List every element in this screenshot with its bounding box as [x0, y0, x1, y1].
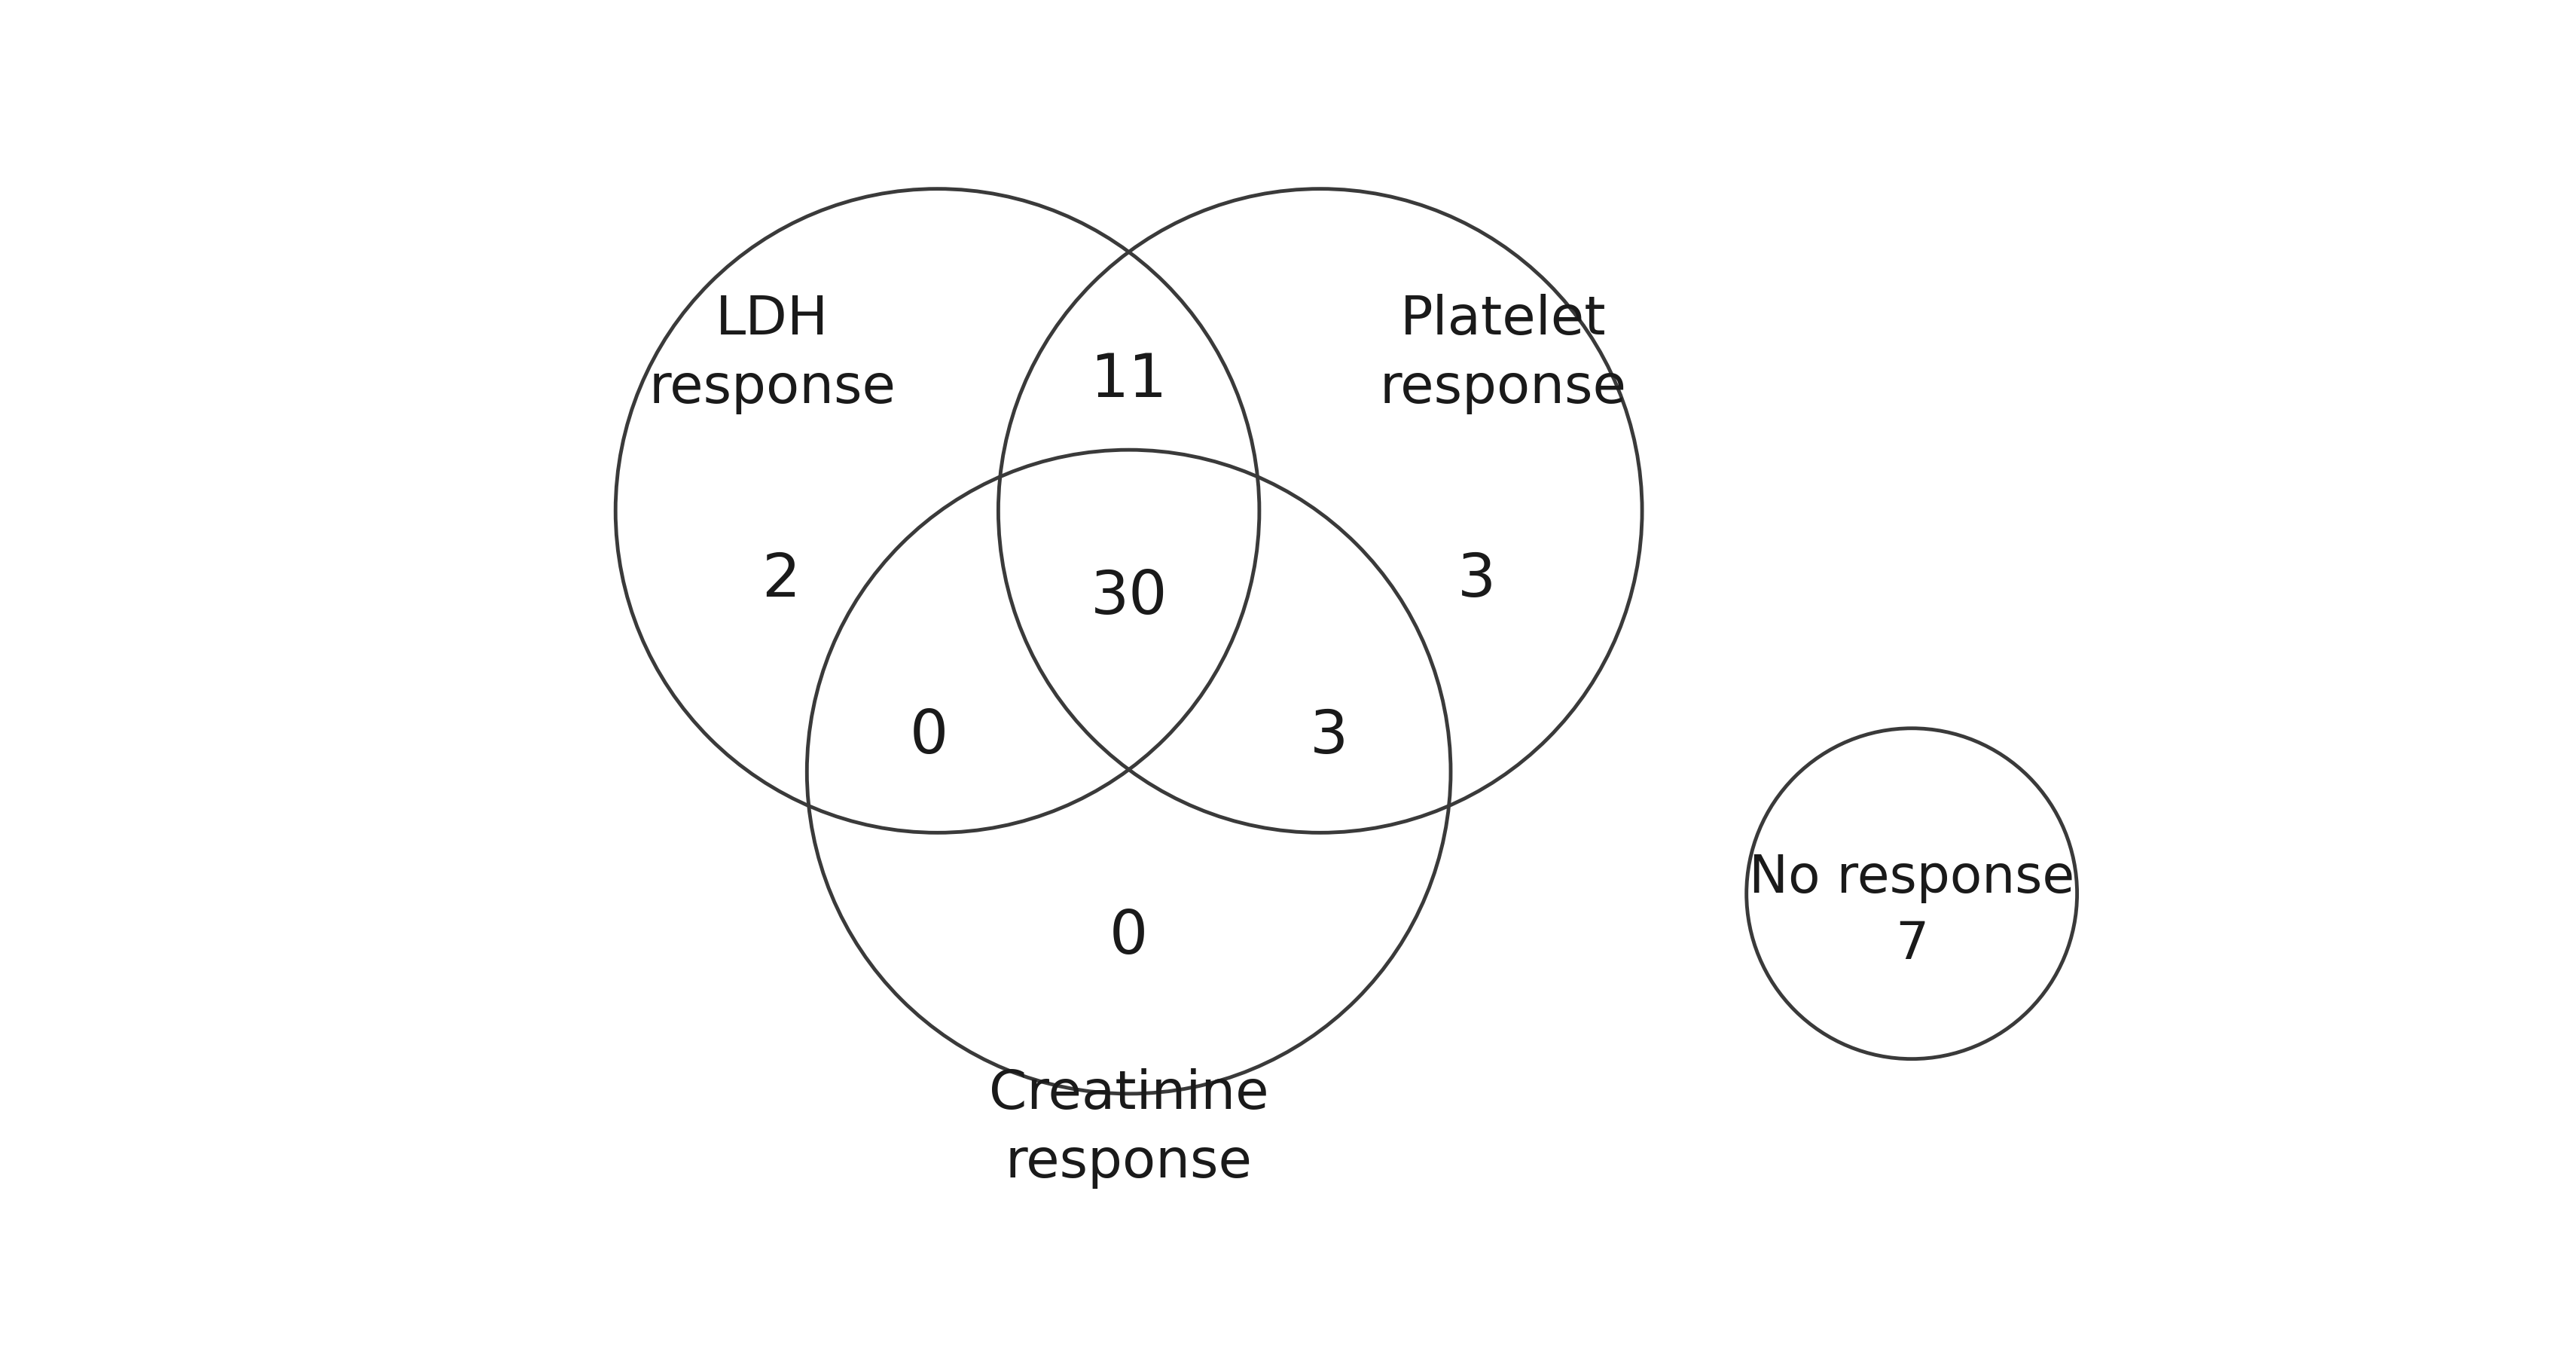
Text: Platelet
response: Platelet response: [1378, 294, 1625, 414]
Text: 0: 0: [1110, 907, 1149, 967]
Text: LDH
response: LDH response: [649, 294, 896, 414]
Text: 11: 11: [1090, 351, 1167, 410]
Text: 3: 3: [1309, 708, 1347, 766]
Text: No response
7: No response 7: [1749, 853, 2074, 970]
Text: Creatinine
response: Creatinine response: [989, 1069, 1270, 1189]
Text: 0: 0: [909, 708, 948, 766]
Text: 2: 2: [762, 551, 801, 610]
Text: 3: 3: [1458, 551, 1497, 610]
Text: 30: 30: [1090, 568, 1167, 626]
